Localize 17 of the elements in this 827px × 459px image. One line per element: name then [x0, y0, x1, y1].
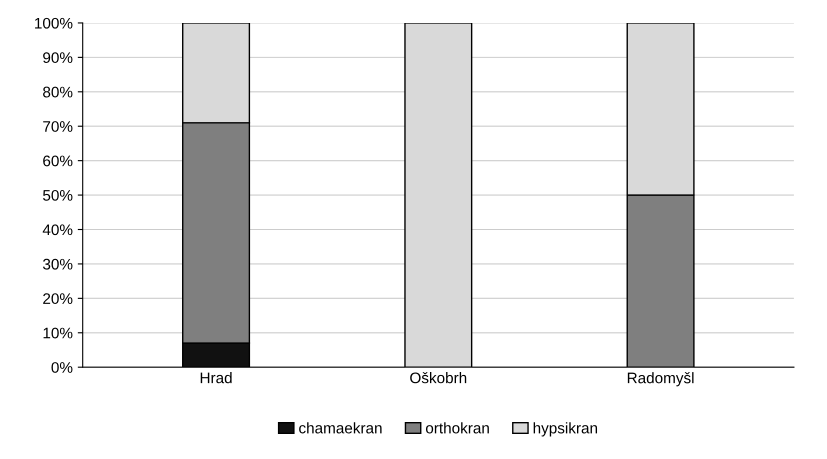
x-tick-label: Oškobrh — [410, 372, 466, 384]
y-tick-label: 80% — [43, 86, 72, 98]
y-tick-label: 90% — [43, 52, 72, 64]
y-tick-label: 30% — [42, 258, 72, 270]
y-tick-label: 100% — [35, 18, 72, 29]
y-tick-label: 0% — [51, 362, 72, 373]
y-tick-label: 20% — [43, 293, 72, 304]
y-tick-label: 60% — [43, 156, 72, 166]
y-tick-label: 40% — [42, 224, 72, 236]
x-tick-label: Radomyšl — [628, 372, 694, 386]
legend-label: chamaekran — [299, 422, 382, 434]
y-tick-label: 50% — [43, 190, 72, 201]
legend-label: orthokran — [426, 422, 489, 434]
y-tick-label: 10% — [44, 328, 72, 338]
legend-label: hypsikran — [534, 422, 598, 436]
x-tick-label: Hrad — [200, 372, 232, 384]
y-tick-label: 70% — [43, 121, 72, 132]
